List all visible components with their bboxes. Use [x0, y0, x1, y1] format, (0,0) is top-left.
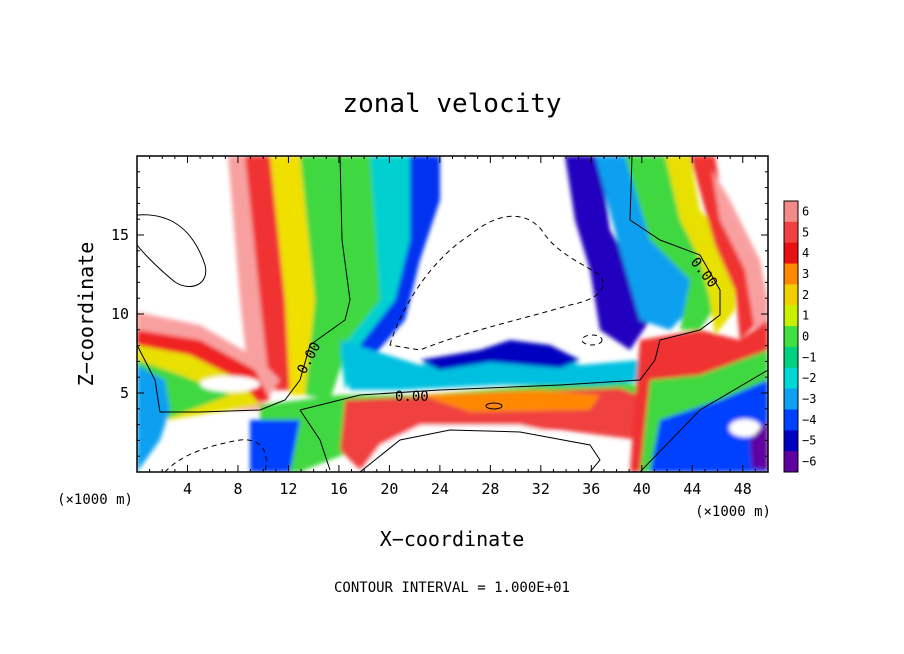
- left-band-white-lens: [200, 376, 260, 392]
- x-tick-label: 20: [380, 480, 398, 498]
- colorbar-swatch: [784, 409, 798, 431]
- colorbar-swatch: [784, 388, 798, 410]
- colorbar-swatch: [784, 221, 798, 244]
- colorbar-label: −1: [802, 350, 816, 364]
- velocity-field: [137, 156, 768, 472]
- colorbar-label: 5: [802, 225, 809, 239]
- right-plume-yellow: [665, 156, 735, 335]
- colorbar-swatch: [784, 326, 798, 348]
- colorbar-label: −6: [802, 455, 816, 469]
- colorbar-label: −4: [802, 413, 816, 427]
- right-plume-pink: [712, 170, 768, 340]
- lower-orange-patch: [420, 390, 600, 412]
- contour-label-center: 0.00: [395, 389, 429, 405]
- left-band-blue: [137, 365, 170, 472]
- x-tick-label: 4: [183, 480, 192, 498]
- x-tick-label: 28: [481, 480, 499, 498]
- colorbar-frame: [783, 200, 799, 473]
- right-lower-blue: [650, 380, 768, 472]
- negative-contours: [164, 215, 604, 472]
- lower-left-negative-contour: [164, 439, 267, 472]
- colorbar-swatch: [784, 430, 798, 452]
- colorbar-label: −3: [802, 392, 816, 406]
- y-tick-label: 15: [111, 226, 129, 244]
- right-lower-white-lens: [729, 419, 761, 437]
- center-negative-contour: [389, 215, 604, 351]
- x-tick-label: 44: [683, 480, 701, 498]
- colorbar-swatch: [784, 284, 798, 306]
- colorbar-swatch: [784, 263, 798, 285]
- x-tick-label: 40: [633, 480, 651, 498]
- x-unit-label: (×1000 m): [695, 504, 771, 520]
- colorbar-label: 6: [802, 204, 809, 218]
- x-tick-label: 12: [279, 480, 297, 498]
- right-plume-darkblue: [565, 156, 650, 350]
- colorbar-label: −2: [802, 371, 816, 385]
- left-plume-blue: [360, 156, 440, 360]
- center-darkblue-band: [420, 340, 580, 370]
- y-axis-title: Z−coordinate: [74, 242, 98, 387]
- x-tick-label: 36: [582, 480, 600, 498]
- colorbar-label: 2: [802, 288, 809, 302]
- contour-lines: [137, 156, 768, 472]
- left-plume-cyan: [340, 156, 420, 390]
- right-plume-green: [625, 156, 720, 330]
- chart-title: zonal velocity: [342, 89, 561, 119]
- zero-contour-right: [639, 369, 768, 472]
- right-plume-cyan: [595, 156, 700, 330]
- colorbar-swatch: [784, 242, 798, 265]
- colorbar-swatch: [784, 367, 798, 390]
- small-lens-contour: [485, 402, 503, 410]
- contour-interval-note: CONTOUR INTERVAL = 1.000E+01: [334, 580, 570, 596]
- x-tick-label: 8: [233, 480, 242, 498]
- lower-center-blue: [250, 420, 300, 472]
- colorbar-swatch: [784, 201, 798, 223]
- x-tick-label: 16: [330, 480, 348, 498]
- x-tick-label: 24: [431, 480, 449, 498]
- lower-contour: [359, 429, 601, 472]
- zero-contour-left: [137, 156, 351, 413]
- colorbar-swatch: [784, 346, 798, 369]
- x-axis-ticks: 4 8 12 16 20 24 28 32 36 40 44 48: [149, 156, 756, 498]
- y-axis-ticks: 5 10 15: [111, 171, 768, 457]
- colorbar-swatch: [784, 451, 798, 473]
- right-plume-red: [690, 156, 760, 340]
- colorbar-label: 3: [802, 267, 809, 281]
- x-axis-title: X−coordinate: [380, 527, 525, 551]
- colorbar-swatch: [784, 305, 798, 327]
- upper-left-contour: [137, 214, 207, 287]
- zero-contour-band: [299, 156, 721, 471]
- center-blue-band: [340, 340, 660, 390]
- right-lower-purple: [750, 420, 768, 470]
- x-tick-label: 48: [734, 480, 752, 498]
- colorbar-label: 4: [802, 246, 809, 260]
- y-tick-label: 5: [120, 384, 129, 402]
- colorbar: 6 5 4 3 2 1 0 −1 −2 −3 −4 −5 −6: [783, 200, 816, 473]
- y-tick-label: 10: [111, 305, 129, 323]
- z-unit-label: (×1000 m): [57, 492, 133, 508]
- colorbar-label: 1: [802, 309, 809, 323]
- colorbar-label: −5: [802, 434, 816, 448]
- small-negative-contour: [581, 334, 603, 346]
- x-tick-label: 32: [532, 480, 550, 498]
- colorbar-label: 0: [802, 330, 809, 344]
